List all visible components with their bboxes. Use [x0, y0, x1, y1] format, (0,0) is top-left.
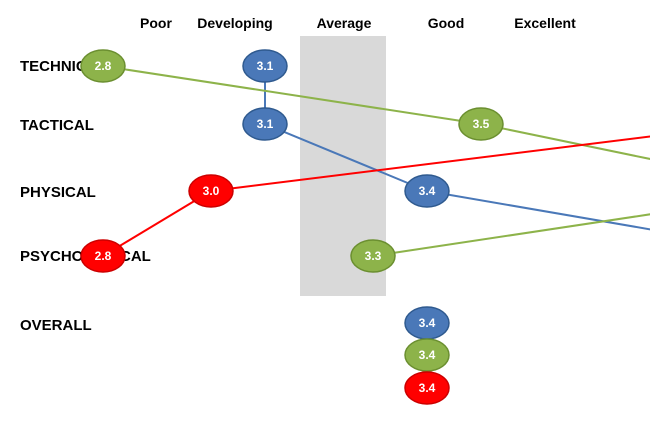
series-1-point-physical-marker: [404, 174, 450, 208]
series-2-point-technical-marker: [80, 49, 126, 83]
series-2-point-technical-label: 2.8: [95, 59, 112, 73]
column-label-poor: Poor: [140, 15, 172, 31]
series-3-point-overall: 3.4: [404, 371, 450, 405]
series-2-connector-line: [372, 213, 650, 257]
column-label-excellent: Excellent: [514, 15, 576, 31]
column-label-good: Good: [428, 15, 465, 31]
series-3-point-psychological-marker: [80, 239, 126, 273]
series-2-point-psychological: 3.3: [350, 239, 396, 273]
series-2-point-psychological-marker: [350, 239, 396, 273]
series-points: 2.83.54.13.33.13.13.44.13.94.03.02.83.43…: [80, 49, 504, 405]
series-3-point-physical-label: 3.0: [203, 184, 220, 198]
series-3-connector-line: [102, 190, 212, 257]
series-3-point-physical: 3.0: [188, 174, 234, 208]
series-1-point-tactical-marker: [242, 107, 288, 141]
series-2-point-overall-marker: [404, 338, 450, 372]
series-3-point-overall-marker: [404, 371, 450, 405]
series-3-point-overall-label: 3.4: [419, 381, 436, 395]
series-2-point-psychological-label: 3.3: [365, 249, 382, 263]
series-1-point-physical: 3.4: [404, 174, 450, 208]
series-1-point-overall-label: 3.4: [419, 316, 436, 330]
series-1-point-technical-marker: [242, 49, 288, 83]
series-1-connector-line: [264, 123, 428, 192]
series-1-point-overall: 3.4: [404, 306, 450, 340]
series-3-point-psychological-label: 2.8: [95, 249, 112, 263]
series-1-point-technical: 3.1: [242, 49, 288, 83]
series-2-connector-line: [480, 123, 650, 160]
series-2-point-technical: 2.8: [80, 49, 126, 83]
series-2-point-tactical: 3.5: [458, 107, 504, 141]
row-label-overall: OVERALL: [20, 317, 92, 334]
series-lines: [102, 65, 650, 257]
series-1-connector-line: [426, 190, 650, 231]
series-2-point-overall: 3.4: [404, 338, 450, 372]
series-1-point-tactical-label: 3.1: [257, 117, 274, 131]
series-2-point-tactical-label: 3.5: [473, 117, 490, 131]
row-label-tactical: TACTICAL: [20, 117, 94, 134]
row-label-physical: PHYSICAL: [20, 184, 96, 201]
series-3-point-psychological: 2.8: [80, 239, 126, 273]
series-2-connector-line: [102, 65, 482, 125]
series-2-point-tactical-marker: [458, 107, 504, 141]
column-label-average: Average: [317, 15, 372, 31]
column-label-developing: Developing: [197, 15, 272, 31]
series-3-point-physical-marker: [188, 174, 234, 208]
series-1-point-tactical: 3.1: [242, 107, 288, 141]
series-1-point-physical-label: 3.4: [419, 184, 436, 198]
series-3-connector-line: [210, 135, 650, 192]
series-1-point-technical-label: 3.1: [257, 59, 274, 73]
series-2-point-overall-label: 3.4: [419, 348, 436, 362]
